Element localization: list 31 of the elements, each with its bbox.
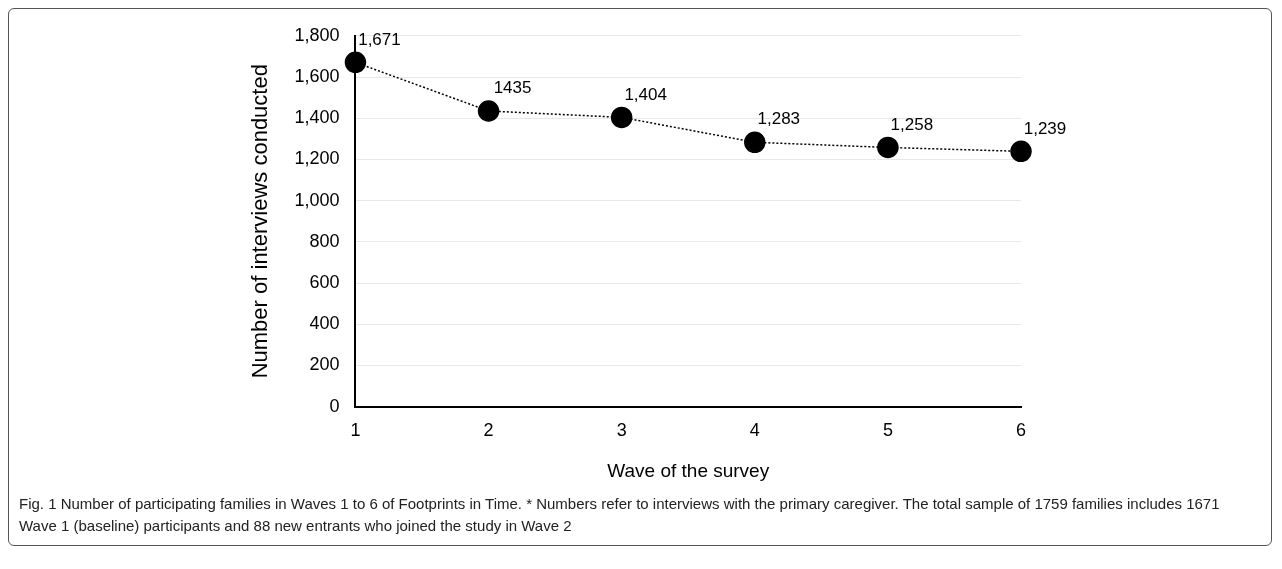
data-label: 1,283 (757, 109, 801, 129)
x-tick-label: 3 (616, 420, 627, 441)
x-tick-label: 4 (749, 420, 760, 441)
x-tick-label: 6 (1015, 420, 1027, 441)
point (344, 51, 367, 74)
y-tick-label: 1,000 (294, 189, 340, 210)
y-axis-title: Number of interviews conducted (247, 64, 273, 379)
y-tick-label: 200 (309, 354, 340, 375)
point (744, 131, 766, 154)
data-label: 1,671 (358, 29, 401, 49)
data-label: 1435 (493, 78, 532, 98)
y-tick-label: 800 (309, 230, 340, 251)
y-tick-label: 400 (309, 313, 340, 334)
y-tick-label: 1,600 (294, 65, 340, 86)
y-tick-label: 1,400 (294, 107, 340, 128)
y-tick-label: 0 (329, 395, 340, 416)
point (477, 100, 500, 122)
point (877, 136, 899, 159)
data-label: 1,258 (890, 114, 934, 134)
x-tick-label: 5 (882, 420, 893, 441)
y-tick-label: 1,800 (294, 24, 340, 45)
point (610, 106, 633, 129)
x-tick-label: 1 (350, 420, 361, 441)
data-label: 1,239 (1023, 118, 1067, 138)
point (1010, 140, 1032, 163)
x-tick-label: 2 (483, 420, 494, 441)
y-tick-label: 1,200 (294, 148, 340, 169)
y-tick-label: 600 (309, 271, 340, 292)
caption: Fig. 1 Number of participating families in Waves 1 to 6 of Footprints in Time. * Numbers refer to interviews with the primary caregiver. The total sample of 1759 families includes 1671 Wave 1 (baseline) participants and 88 new entrants who joined the study in Wave 2 (18, 494, 1221, 536)
x-axis-title: Wave of the survey (607, 459, 770, 481)
data-label: 1,404 (624, 84, 667, 104)
